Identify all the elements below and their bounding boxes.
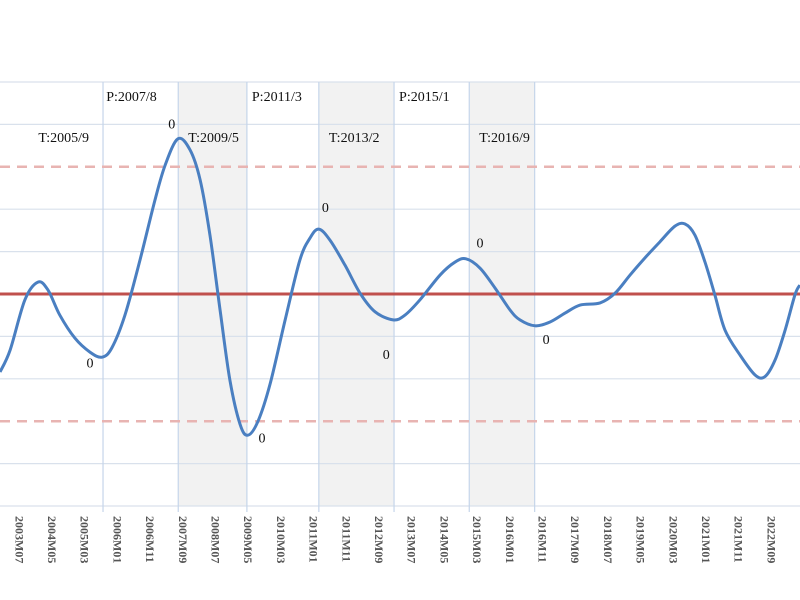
x-tick-label: 2023M07 — [797, 516, 800, 563]
x-tick-label: 2013M07 — [405, 516, 419, 563]
x-tick-label: 2014M05 — [437, 516, 451, 563]
turning-point-label: 0 — [383, 348, 390, 363]
x-tick-label: 2021M01 — [699, 516, 713, 563]
x-tick-label: 2016M01 — [503, 516, 517, 563]
x-tick-label: 2006M01 — [110, 516, 124, 563]
x-tick-label: 2022M09 — [764, 516, 778, 563]
x-tick-label: 2015M03 — [470, 516, 484, 563]
phase-label: T:2013/2 — [329, 131, 380, 146]
x-tick-label: 2008M07 — [208, 516, 222, 563]
x-tick-label: 2016M11 — [535, 516, 549, 563]
turning-point-label: 0 — [258, 431, 265, 446]
x-tick-label: 2010M03 — [274, 516, 288, 563]
turning-point-label: 0 — [322, 201, 329, 216]
x-tick-label: 2006M11 — [143, 516, 157, 563]
x-tick-label: 2004M05 — [45, 516, 59, 563]
x-tick-label: 2003M07 — [12, 516, 26, 563]
x-tick-label: 2009M05 — [241, 516, 255, 563]
phase-label: P:2015/1 — [399, 90, 450, 105]
x-tick-label: 2011M01 — [307, 516, 321, 563]
x-tick-label: 2019M05 — [634, 516, 648, 563]
x-tick-label: 2011M11 — [339, 516, 353, 562]
x-tick-label: 2020M03 — [666, 516, 680, 563]
phase-label: T:2009/5 — [188, 131, 239, 146]
x-tick-label: 2007M09 — [176, 516, 190, 563]
phase-label: T:2016/9 — [479, 131, 530, 146]
x-tick-label: 2018M07 — [601, 516, 615, 563]
series-line — [0, 136, 800, 437]
x-tick-label: 2012M09 — [372, 516, 386, 563]
turning-point-label: 0 — [86, 356, 93, 371]
phase-label: T:2005/9 — [38, 131, 89, 146]
turning-point-label: 0 — [168, 118, 175, 133]
x-tick-label: 2017M09 — [568, 516, 582, 563]
turning-point-label: 0 — [477, 236, 484, 251]
x-tick-label: 2021M11 — [732, 516, 746, 563]
x-tick-label: 2005M03 — [78, 516, 92, 563]
turning-point-label: 0 — [543, 333, 550, 348]
phase-label: P:2007/8 — [106, 90, 157, 105]
phase-label: P:2011/3 — [252, 90, 302, 105]
